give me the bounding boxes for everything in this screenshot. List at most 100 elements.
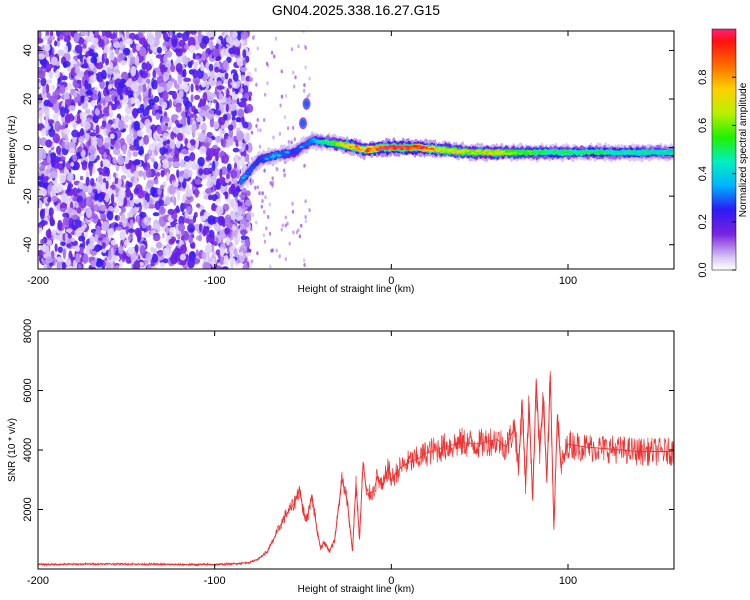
noise-speckle [177,181,182,189]
noise-speckle [284,223,287,228]
noise-speckle [208,63,214,72]
noise-speckle [261,191,264,196]
ridge-cell [299,145,304,148]
noise-speckle [98,38,104,48]
noise-speckle [209,71,216,79]
noise-speckle [201,111,210,117]
noise-speckle [227,78,233,89]
noise-speckle [206,92,215,102]
noise-speckle [113,206,119,214]
noise-speckle [151,79,158,90]
noise-speckle [67,207,74,214]
noise-speckle [170,253,178,265]
noise-speckle [275,248,278,253]
noise-speckle [187,36,196,48]
noise-speckle [78,235,86,242]
ridge-cell [369,148,374,151]
noise-speckle [44,176,49,182]
noise-speckle [49,215,54,225]
ridge-cell [461,149,466,152]
noise-speckle [246,142,253,153]
noise-speckle [186,184,190,190]
spectrogram-y-tick-label: -20 [22,188,34,204]
noise-speckle [188,44,196,54]
noise-speckle [51,84,55,91]
noise-speckle [240,31,249,40]
noise-speckle [230,198,235,209]
noise-speckle [273,54,276,59]
noise-speckle [155,241,163,249]
noise-speckle [57,49,65,57]
noise-speckle [81,101,89,110]
noise-speckle [240,74,245,82]
noise-speckle [216,85,225,90]
noise-speckle [270,50,274,55]
noise-speckle [43,196,49,204]
noise-speckle [159,145,166,155]
noise-speckle [223,59,229,70]
noise-speckle [135,43,141,51]
noise-speckle [40,209,45,220]
ridge-cell [270,156,276,159]
noise-speckle [60,207,67,212]
noise-speckle [170,64,176,73]
noise-speckle [102,221,110,232]
noise-speckle [261,199,264,203]
noise-speckle [110,193,115,205]
noise-speckle [38,200,43,210]
noise-speckle [54,88,60,99]
noise-speckle [125,87,129,96]
noise-speckle [128,32,136,41]
noise-speckle [237,108,245,119]
noise-speckle [101,248,107,254]
noise-speckle [56,259,61,269]
noise-speckle [281,223,284,228]
noise-speckle [216,265,222,269]
noise-speckle [67,185,72,193]
noise-speckle [139,69,144,76]
noise-speckle [154,178,159,185]
spectrogram-x-axis-label: Height of straight line (km) [298,284,415,295]
noise-speckle [63,62,67,68]
noise-speckle [163,258,169,264]
noise-speckle [139,211,147,218]
noise-speckle [223,134,227,140]
noise-speckle [45,110,50,120]
noise-speckle [242,49,247,59]
noise-speckle [195,249,199,257]
noise-speckle [54,243,58,252]
noise-speckle [166,139,171,145]
noise-speckle [193,61,198,70]
noise-speckle [148,149,152,155]
noise-speckle [211,257,216,262]
noise-speckle [74,44,83,54]
noise-speckle [102,45,111,54]
noise-speckle [224,214,232,224]
noise-speckle [232,210,236,221]
noise-speckle [225,35,232,44]
noise-speckle [41,150,47,160]
noise-speckle [60,106,66,118]
ridge-cell [264,157,269,160]
noise-speckle [166,80,173,89]
noise-speckle [228,134,234,145]
snr-y-axis-label: SNR (10 * v/v) [7,418,18,482]
noise-speckle [65,228,73,233]
noise-speckle [118,188,126,199]
noise-speckle [38,137,41,148]
noise-speckle [118,120,125,130]
colorbar-tick-label: 0.0 [697,262,709,277]
noise-speckle [48,35,56,41]
noise-speckle [38,249,44,257]
noise-speckle [245,252,252,257]
noise-speckle [240,229,247,236]
colorbar-label: Normalized spectral amplitude [738,82,749,217]
noise-speckle [158,137,165,148]
noise-speckle [92,164,96,175]
noise-speckle [300,223,303,228]
noise-speckle [93,204,99,212]
noise-speckle [240,97,248,102]
colorbar-tick-label: 0.6 [697,118,709,133]
noise-speckle [90,100,96,108]
noise-speckle [139,103,145,111]
